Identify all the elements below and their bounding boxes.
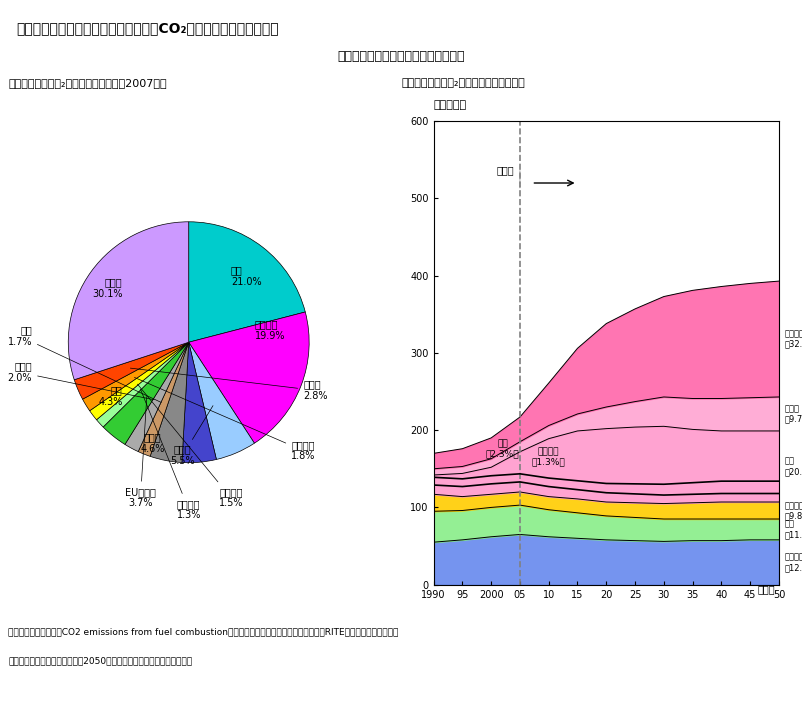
Text: その他途上国
（32.8%）: その他途上国 （32.8%）: [784, 329, 802, 349]
Text: フランス
1.3%: フランス 1.3%: [140, 389, 200, 520]
Wedge shape: [96, 342, 188, 427]
Wedge shape: [68, 222, 188, 380]
Wedge shape: [138, 342, 188, 456]
Text: ＥＵ
（11.2%）: ＥＵ （11.2%）: [784, 520, 802, 539]
Text: 見通し: 見通し: [496, 165, 514, 175]
Text: 韓国
1.7%: 韓国 1.7%: [7, 325, 161, 402]
Wedge shape: [74, 342, 188, 399]
Text: （１）世界のＣＯ₂排出量の国別内訳〔2007年〕: （１）世界のＣＯ₂排出量の国別内訳〔2007年〕: [8, 78, 167, 88]
Text: カナダ
2.0%: カナダ 2.0%: [7, 361, 154, 400]
Wedge shape: [83, 342, 188, 411]
Text: ２．（　）内の数値は2050年における世界全体に占める比率。: ２．（ ）内の数値は2050年における世界全体に占める比率。: [8, 656, 192, 665]
Wedge shape: [188, 312, 309, 443]
Text: アメリカ
（12.7%）: アメリカ （12.7%）: [784, 553, 802, 572]
Wedge shape: [188, 222, 305, 342]
Text: アメリカ
19.9%: アメリカ 19.9%: [255, 319, 285, 341]
Text: ロシア
5.5%: ロシア 5.5%: [170, 406, 213, 466]
Text: （備考）１．ＩＥＡ「CO2 emissions from fuel combustion」、〈財〉地球環境産業技術研究機構〈RITE〉データにより作成。: （備考）１．ＩＥＡ「CO2 emissions from fuel combus…: [8, 627, 398, 637]
Text: 日本
（2.3%）: 日本 （2.3%）: [485, 439, 519, 458]
Wedge shape: [182, 342, 216, 463]
Text: （億トン）: （億トン）: [433, 101, 466, 111]
Text: 日本
4.3%: 日本 4.3%: [98, 386, 122, 407]
Text: 第３－２－１図　世界の二酸化炭素（CO₂）排出量の現状と見通し: 第３－２－１図 世界の二酸化炭素（CO₂）排出量の現状と見通し: [16, 21, 278, 36]
Text: 中国
（20.3%）: 中国 （20.3%）: [784, 457, 802, 476]
Text: （２）世界のＣＯ₂排出量の推移と見通し: （２）世界のＣＯ₂排出量の推移と見通し: [401, 78, 525, 88]
Wedge shape: [125, 342, 188, 451]
Text: イタリア
1.5%: イタリア 1.5%: [137, 384, 243, 508]
Text: （年）: （年）: [756, 585, 774, 595]
Wedge shape: [90, 342, 188, 420]
Wedge shape: [103, 342, 188, 444]
Wedge shape: [188, 342, 254, 459]
Wedge shape: [150, 342, 188, 463]
Text: 中国
21.0%: 中国 21.0%: [231, 265, 261, 287]
Text: EUその他
3.7%: EUその他 3.7%: [125, 396, 156, 508]
Text: インド
4.6%: インド 4.6%: [140, 433, 164, 454]
Text: インド
（9.7%）: インド （9.7%）: [784, 404, 802, 424]
Text: その他附属書I国
（9.8%）: その他附属書I国 （9.8%）: [784, 501, 802, 520]
Text: その他
30.1%: その他 30.1%: [92, 277, 122, 299]
Text: 我が国の排出量は世界全体の４％程度: 我が国の排出量は世界全体の４％程度: [338, 50, 464, 63]
Text: ブラジル
（1.3%）: ブラジル （1.3%）: [531, 447, 565, 466]
Text: ドイツ
2.8%: ドイツ 2.8%: [130, 368, 327, 401]
Text: イギリス
1.8%: イギリス 1.8%: [134, 377, 315, 461]
